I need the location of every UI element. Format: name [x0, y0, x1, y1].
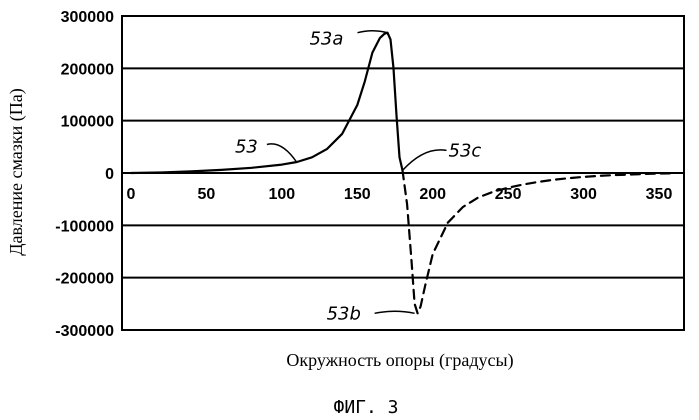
x-axis-title: Окружность опоры (градусы) — [286, 350, 513, 371]
annotation-leader — [375, 311, 415, 313]
y-tick-label: 100000 — [61, 114, 114, 131]
x-tick-label: 250 — [495, 186, 522, 203]
solid-pressure-curve — [131, 33, 403, 173]
annotation-label: 53b — [327, 303, 361, 324]
x-tick-label: 150 — [344, 186, 371, 203]
y-tick-label: 300000 — [61, 9, 114, 26]
x-tick-label: 0 — [127, 186, 136, 203]
x-tick-label: 200 — [419, 186, 446, 203]
annotation-leader — [267, 144, 297, 163]
annotation-label: 53 — [235, 137, 258, 158]
x-tick-label: 350 — [646, 186, 673, 203]
x-tick-label: 300 — [570, 186, 597, 203]
y-tick-label: 200000 — [61, 61, 114, 78]
annotation-leader — [358, 31, 388, 33]
figure-caption: ФИГ. 3 — [333, 397, 398, 418]
y-tick-label: -100000 — [55, 218, 114, 235]
y-tick-labels: 300000 200000 100000 0 -100000 -200000 -300000 — [55, 9, 114, 340]
y-axis-title: Давление смазки (Па) — [6, 88, 27, 255]
x-tick-labels: 0 50 100 150 200 250 300 350 — [127, 186, 673, 203]
x-tick-label: 100 — [269, 186, 296, 203]
y-tick-label: -300000 — [55, 323, 114, 340]
x-tick-label: 50 — [198, 186, 216, 203]
y-tick-label: 0 — [105, 166, 114, 183]
y-tick-label: -200000 — [55, 271, 114, 288]
annotation-leader — [403, 150, 447, 171]
annotations: 53a 53 53c 53b — [235, 29, 482, 325]
annotation-label: 53c — [449, 140, 482, 161]
annotation-label: 53a — [309, 29, 343, 50]
